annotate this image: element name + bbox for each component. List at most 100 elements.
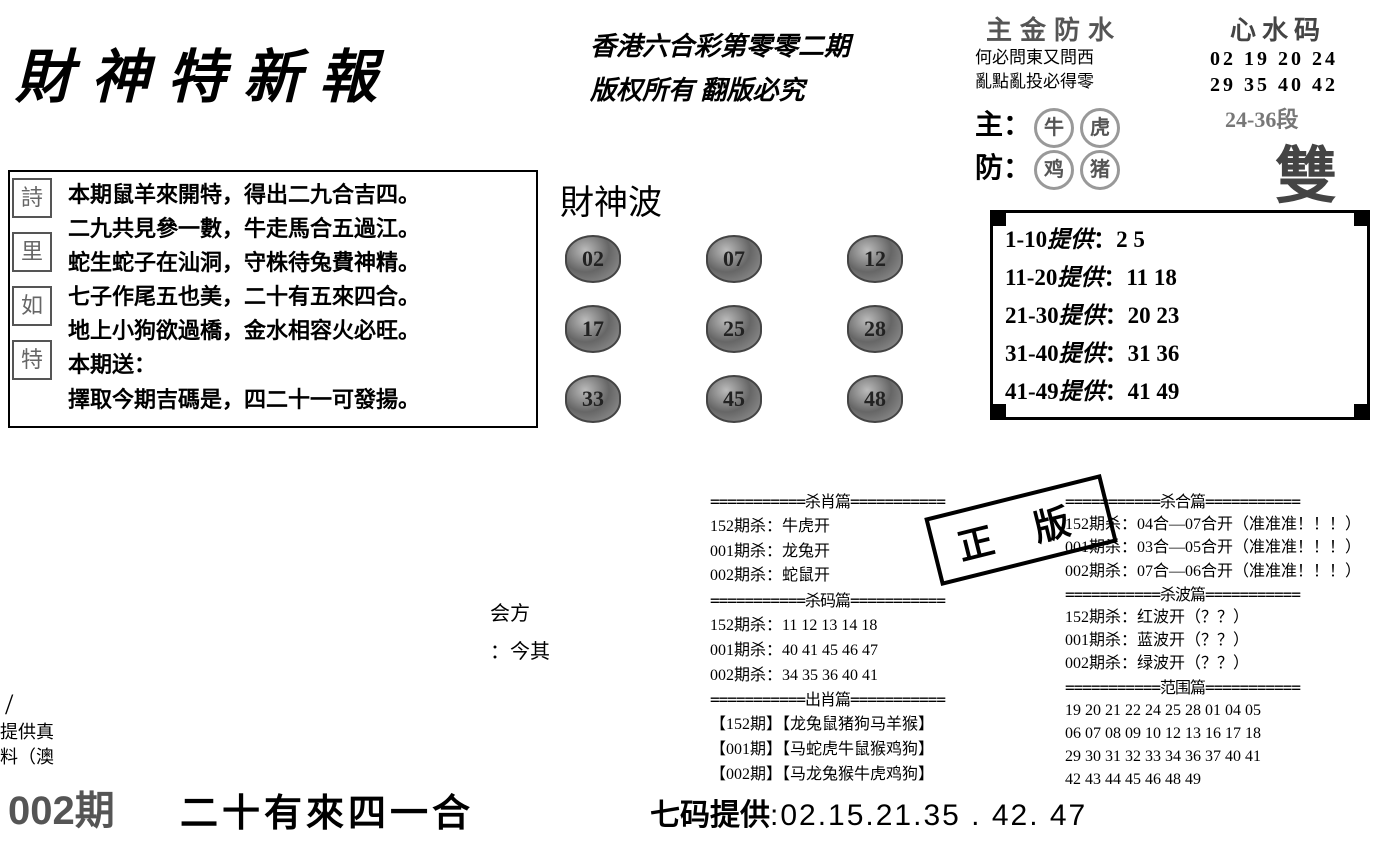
- poem-icons-col: 詩 里 如 特: [12, 178, 58, 394]
- poem-icon: 如: [12, 286, 52, 326]
- zhu-label: 主：: [975, 110, 1031, 141]
- list-item: 002期杀：07合—06合开（准准准！！！）: [1065, 560, 1361, 583]
- poem-line: 本期鼠羊來開特，得出二九合吉四。: [68, 178, 420, 212]
- zhu-fang-block: 主：牛虎 防：鸡猪: [975, 105, 1123, 190]
- section-divider: ===========杀肖篇===========: [710, 490, 945, 515]
- tigong-nums: 20 23: [1128, 303, 1180, 328]
- list-item: 152期杀：11 12 13 14 18: [710, 614, 945, 639]
- corner-icon: [990, 404, 1006, 420]
- poem-line: 蛇生蛇子在汕洞，守株待兔費神精。: [68, 246, 420, 280]
- tigong-nums: 31 36: [1128, 341, 1180, 366]
- list-item: 001期杀：蓝波开（？？）: [1065, 629, 1361, 652]
- corner-icon: [1354, 404, 1370, 420]
- list-item: 19 20 21 22 24 25 28 01 04 05: [1065, 699, 1361, 722]
- tigong-row: 21-30提供：20 23: [1005, 297, 1355, 335]
- zodiac-icon: 猪: [1080, 150, 1120, 190]
- number-ball: 02: [565, 235, 621, 283]
- number-ball: 12: [847, 235, 903, 283]
- shaxiao-block: ===========杀肖篇=========== 152期杀：牛虎开 001期…: [710, 490, 945, 788]
- shuang-char: 雙: [1275, 125, 1337, 215]
- tigong-label: 提供: [1059, 303, 1105, 328]
- list-item: 002期杀：绿波开（？？）: [1065, 652, 1361, 675]
- jinfangshui-title: 主金防水: [986, 10, 1122, 47]
- tigong-range: 21-30: [1005, 303, 1059, 328]
- tigong-box: 1-10提供：2 5 11-20提供：11 18 21-30提供：20 23 3…: [990, 210, 1370, 420]
- poem-line: 地上小狗欲過橋，金水相容火必旺。: [68, 314, 420, 348]
- header-line2: 版权所有 翻版必究: [590, 69, 850, 113]
- list-item: 002期杀：34 35 36 40 41: [710, 664, 945, 689]
- fang-label: 防：: [975, 153, 1031, 184]
- poem-line: 七子作尾五也美，二十有五來四合。: [68, 280, 420, 314]
- fragment-line: 会方: [490, 595, 550, 633]
- fragment-line: 料（澳: [0, 745, 54, 770]
- tigong-row: 31-40提供：31 36: [1005, 335, 1355, 373]
- list-item: 【001期】【马蛇虎牛鼠猴鸡狗】: [710, 738, 945, 763]
- xinshui-numbers: 02 19 20 24 29 35 40 42: [1210, 46, 1338, 98]
- list-item: 06 07 08 09 10 12 13 16 17 18: [1065, 722, 1361, 745]
- tigong-row: 11-20提供：11 18: [1005, 259, 1355, 297]
- ball-row: 02 07 12: [565, 235, 945, 283]
- xinshui-title: 心水码: [1230, 10, 1326, 47]
- jfs-sub1: 何必問東又問西: [975, 46, 1094, 70]
- list-item: 001期杀：龙兔开: [710, 540, 945, 565]
- fragment-line: 提供真: [0, 720, 54, 745]
- zodiac-icon: 牛: [1034, 108, 1074, 148]
- tigong-range: 11-20: [1005, 265, 1057, 290]
- slash-mark: /: [5, 688, 13, 722]
- xinshui-row2: 29 35 40 42: [1210, 72, 1338, 98]
- tigong-nums: 11 18: [1126, 265, 1176, 290]
- number-ball: 45: [706, 375, 762, 423]
- fragment-text: 会方 ：今其: [490, 595, 550, 671]
- issue-number: 002期: [8, 778, 115, 836]
- number-ball: 28: [847, 305, 903, 353]
- header-info: 香港六合彩第零零二期 版权所有 翻版必究: [590, 25, 850, 113]
- section-divider: ===========出肖篇===========: [710, 688, 945, 713]
- jinfangshui-sub: 何必問東又問西 亂點亂投必得零: [975, 46, 1094, 94]
- number-ball: 25: [706, 305, 762, 353]
- tigong-nums: 41 49: [1128, 379, 1180, 404]
- xinshui-row1: 02 19 20 24: [1210, 46, 1338, 72]
- section-divider: ===========范围篇===========: [1065, 676, 1361, 699]
- list-item: 42 43 44 45 46 48 49: [1065, 768, 1361, 791]
- list-item: 152期杀：红波开（？？）: [1065, 606, 1361, 629]
- bottom-phrase: 二十有來四一合: [180, 782, 474, 837]
- qima-numbers: :02.15.21.35 . 42. 47: [770, 799, 1087, 832]
- poem-line: 二九共見參一數，牛走馬合五過江。: [68, 212, 420, 246]
- list-item: 001期杀：40 41 45 46 47: [710, 639, 945, 664]
- tigong-row: 41-49提供：41 49: [1005, 373, 1355, 411]
- tigong-label: 提供: [1047, 227, 1093, 252]
- number-ball: 33: [565, 375, 621, 423]
- list-item: 【002期】【马龙兔猴牛虎鸡狗】: [710, 763, 945, 788]
- corner-icon: [990, 210, 1006, 226]
- main-title: 財神特新報: [15, 30, 395, 114]
- ball-row: 17 25 28: [565, 305, 945, 353]
- tigong-row: 1-10提供：2 5: [1005, 221, 1355, 259]
- tigongzhen-fragment: 提供真 料（澳: [0, 720, 54, 770]
- list-item: 152期杀：牛虎开: [710, 515, 945, 540]
- section-divider: ===========杀波篇===========: [1065, 583, 1361, 606]
- tigong-range: 41-49: [1005, 379, 1059, 404]
- list-item: 【152期】【龙兔鼠猪狗马羊猴】: [710, 713, 945, 738]
- fang-row: 防：鸡猪: [975, 148, 1123, 191]
- tigong-range: 1-10: [1005, 227, 1047, 252]
- ball-row: 33 45 48: [565, 375, 945, 423]
- list-item: 29 30 31 32 33 34 36 37 40 41: [1065, 745, 1361, 768]
- tigong-label: 提供: [1059, 341, 1105, 366]
- number-ball: 17: [565, 305, 621, 353]
- zodiac-icon: 鸡: [1034, 150, 1074, 190]
- poem-icon: 里: [12, 232, 52, 272]
- qima-label: 七码提供: [650, 799, 770, 832]
- zhu-row: 主：牛虎: [975, 105, 1123, 148]
- header-line1: 香港六合彩第零零二期: [590, 25, 850, 69]
- zodiac-icon: 虎: [1080, 108, 1120, 148]
- tigong-nums: 2 5: [1116, 227, 1145, 252]
- section-divider: ===========杀码篇===========: [710, 589, 945, 614]
- caishenbo-title: 財神波: [560, 175, 662, 224]
- tigong-label: 提供: [1057, 265, 1103, 290]
- number-ball: 07: [706, 235, 762, 283]
- number-ball: 48: [847, 375, 903, 423]
- tigong-label: 提供: [1059, 379, 1105, 404]
- poem-text: 本期鼠羊來開特，得出二九合吉四。 二九共見參一數，牛走馬合五過江。 蛇生蛇子在汕…: [68, 178, 420, 417]
- qima-row: 七码提供:02.15.21.35 . 42. 47: [650, 790, 1087, 834]
- fragment-line: ：今其: [490, 633, 550, 671]
